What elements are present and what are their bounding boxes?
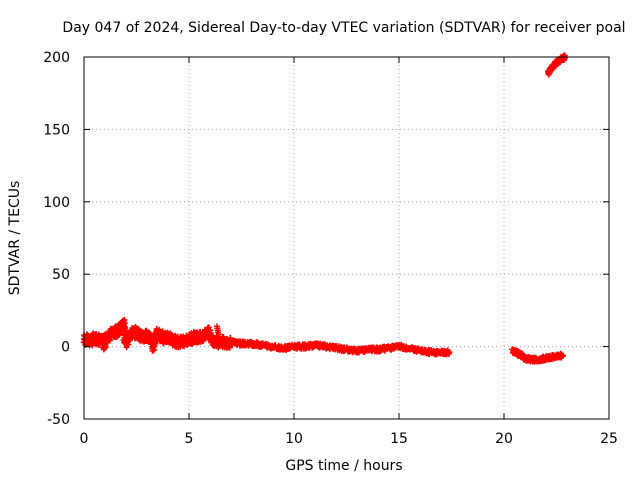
x-tick-label: 5 xyxy=(185,431,194,447)
x-tick-label: 20 xyxy=(495,431,513,447)
axis-ticks: 0 5 10 15 20 25 -50 0 50 100 150 200 xyxy=(43,50,618,447)
x-tick-label: 10 xyxy=(285,431,303,447)
y-tick-label: 200 xyxy=(43,50,70,66)
y-axis-label: SDTVAR / TECUs xyxy=(7,181,23,296)
x-tick-label: 25 xyxy=(600,431,618,447)
data-point xyxy=(120,320,127,327)
y-tick-label: 100 xyxy=(43,195,70,211)
chart-title: Day 047 of 2024, Sidereal Day-to-day VTE… xyxy=(62,20,625,36)
data-point xyxy=(559,352,566,359)
data-points xyxy=(80,52,568,365)
data-point xyxy=(197,329,204,336)
grid-lines xyxy=(84,57,609,419)
data-point xyxy=(214,323,221,330)
y-tick-label: 0 xyxy=(61,340,70,356)
y-tick-label: 50 xyxy=(52,267,70,283)
x-axis-label: GPS time / hours xyxy=(285,458,402,474)
y-tick-label: 150 xyxy=(43,122,70,138)
data-point xyxy=(149,347,156,354)
data-point xyxy=(446,349,453,356)
x-tick-label: 15 xyxy=(390,431,408,447)
x-tick-label: 0 xyxy=(80,431,89,447)
data-point xyxy=(100,346,107,353)
plot-frame xyxy=(83,56,610,420)
y-tick-label: -50 xyxy=(47,412,70,428)
